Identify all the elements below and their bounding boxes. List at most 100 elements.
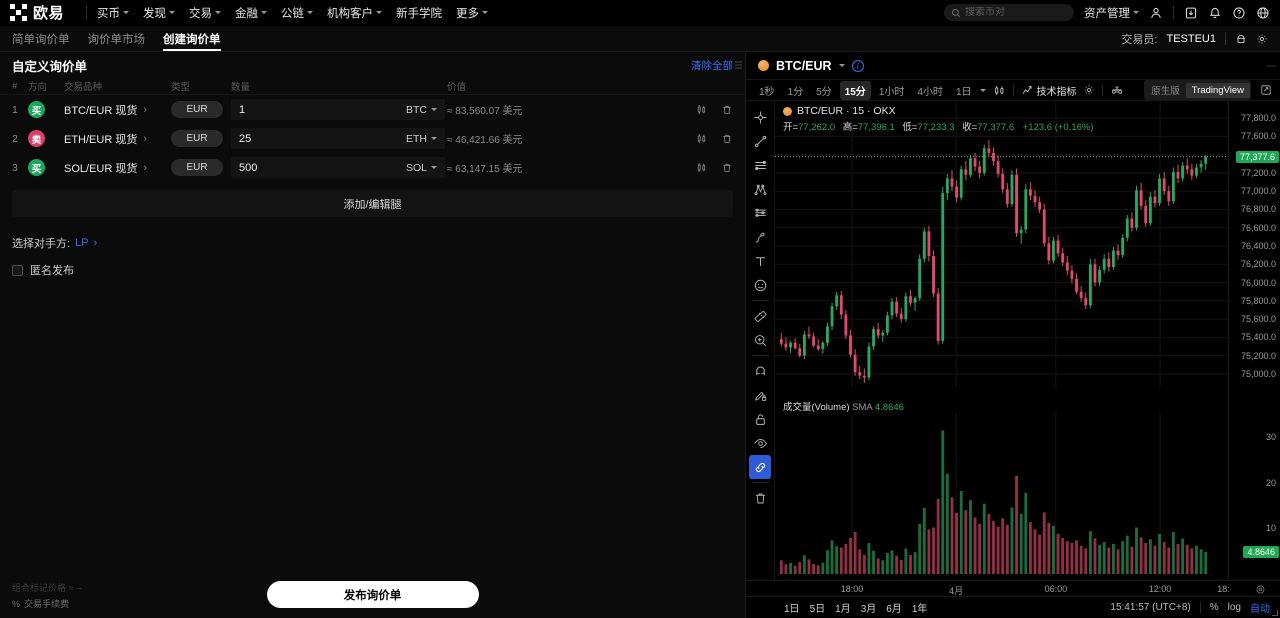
horizontal-lines-icon[interactable] [749,153,771,177]
checkbox-icon[interactable] [12,264,23,276]
range-1m[interactable]: 1月 [835,604,851,615]
timeframe-1d[interactable]: 1日 [955,86,972,98]
pitchfork-icon[interactable] [749,177,771,201]
eye-visibility-icon[interactable] [749,431,771,455]
quantity-unit-selector[interactable]: SOL [406,162,437,174]
candlestick-type-icon[interactable] [993,84,1006,97]
timeframe-1m[interactable]: 1分 [787,86,804,98]
range-5d[interactable]: 5日 [809,604,826,615]
row-symbol-selector[interactable]: BTC/EUR 现货 › [64,102,171,118]
clear-all-button[interactable]: 清除全部 [691,59,733,72]
nav-item-trade[interactable]: 交易 [189,5,222,21]
log-scale-toggle[interactable]: log [1227,602,1241,613]
link-sync-icon[interactable] [749,455,771,479]
chart-mode-tradingview[interactable]: TradingView [1185,82,1250,98]
nav-item-chain[interactable]: 公链 [281,5,314,21]
row-type[interactable]: EUR [171,101,231,118]
range-1y[interactable]: 1年 [911,604,928,615]
nav-item-academy[interactable]: 新手学院 [396,5,442,21]
tab-rfq-market[interactable]: 询价单市场 [87,33,146,46]
timeframe-4h[interactable]: 4小时 [917,86,943,98]
publish-rfq-button[interactable]: 发布询价单 [266,581,479,608]
range-3m[interactable]: 3月 [860,604,877,615]
info-icon[interactable]: i [851,59,864,72]
trendline-icon[interactable] [749,129,771,153]
search-input[interactable] [965,7,1067,18]
delete-drawings-icon[interactable] [749,486,771,510]
pencil-lock-icon[interactable] [749,383,771,407]
direction-badge[interactable]: 买 [28,159,45,176]
fibonacci-icon[interactable] [749,201,771,225]
row-symbol-selector[interactable]: SOL/EUR 现货 › [64,160,171,176]
bell-icon[interactable] [1208,6,1222,20]
theme-icon[interactable] [1235,33,1247,45]
delete-icon[interactable] [721,104,733,116]
fullscreen-icon[interactable] [1260,84,1272,96]
axis-settings-icon[interactable] [1255,584,1266,595]
download-icon[interactable] [1184,6,1198,20]
panel-resize-handle[interactable] [735,61,742,69]
tab-simple-rfq[interactable]: 简单询价单 [12,33,70,46]
add-edit-leg-button[interactable]: 添加/编辑腿 [12,190,733,217]
timeframe-15m[interactable]: 15分 [839,80,871,100]
timeframe-5m[interactable]: 5分 [816,86,832,98]
measure-ruler-icon[interactable] [749,304,771,328]
anonymous-publish-toggle[interactable]: 匿名发布 [12,262,733,278]
user-icon[interactable] [1149,6,1163,20]
chart-settings-gear-icon[interactable] [1083,84,1095,96]
nav-item-discover[interactable]: 发现 [143,5,176,21]
emoji-icon[interactable] [749,273,771,297]
timeframe-1s[interactable]: 1秒 [759,86,775,98]
type-pill[interactable]: EUR [171,130,223,147]
quantity-field[interactable]: ETH [231,128,445,149]
timeframe-1h[interactable]: 1小时 [878,86,905,98]
nav-item-buy-crypto[interactable]: 买币 [97,5,130,21]
row-symbol-selector[interactable]: ETH/EUR 现货 › [64,131,171,147]
quantity-input[interactable] [239,161,406,174]
chart-icon[interactable] [695,103,708,116]
help-icon[interactable] [1232,6,1246,20]
row-type[interactable]: EUR [171,159,231,176]
row-direction[interactable]: 买 [28,101,64,118]
search-box[interactable] [944,4,1074,21]
okx-logo[interactable]: 欧易 [10,2,64,23]
quantity-input[interactable] [239,132,406,145]
range-1d[interactable]: 1日 [784,604,800,615]
quantity-unit-selector[interactable]: ETH [406,133,437,145]
row-direction[interactable]: 卖 [28,130,64,147]
chart-icon[interactable] [695,132,708,145]
auto-scale-toggle[interactable]: 自动 [1250,604,1270,615]
nav-item-more[interactable]: 更多 [456,5,489,21]
chart-mode-native[interactable]: 原生版 [1151,86,1180,97]
gear-icon[interactable] [1256,33,1268,45]
text-tool-icon[interactable] [749,249,771,273]
chart-plot-area[interactable]: BTC/EUR · 15 · OKX 开=77,262.0 高=77,396.1… [775,101,1228,580]
quantity-unit-selector[interactable]: BTC [406,104,437,116]
direction-badge[interactable]: 卖 [28,130,45,147]
crosshair-icon[interactable] [749,105,771,129]
compare-icon[interactable] [1110,84,1124,97]
window-resize-corner[interactable] [1272,610,1278,616]
assets-management-menu[interactable]: 资产管理 [1084,5,1139,21]
magnet-icon[interactable] [749,359,771,383]
lock-icon[interactable] [749,407,771,431]
range-6m[interactable]: 6月 [886,604,902,615]
delete-icon[interactable] [721,133,733,145]
price-axis[interactable]: 77,800.077,600.077,400.077,200.077,000.0… [1228,101,1280,580]
quantity-field[interactable]: BTC [231,99,445,120]
chart-pair-name[interactable]: BTC/EUR [776,58,832,73]
counterparty-value[interactable]: LP [75,237,89,249]
zoom-icon[interactable] [749,328,771,352]
globe-icon[interactable] [1256,6,1270,20]
row-direction[interactable]: 买 [28,159,64,176]
quantity-field[interactable]: SOL [231,157,445,178]
direction-badge[interactable]: 买 [28,101,45,118]
time-axis[interactable]: 18:00 4月 06:00 12:00 18: [746,580,1280,596]
chevron-down-icon[interactable] [838,64,845,67]
row-type[interactable]: EUR [171,130,231,147]
indicators-label[interactable]: 技术指标 [1036,86,1077,98]
chart-icon[interactable] [695,161,708,174]
tab-create-rfq[interactable]: 创建询价单 [163,26,221,51]
percent-scale-toggle[interactable]: % [1209,602,1219,613]
indicators-icon[interactable] [1021,84,1034,97]
